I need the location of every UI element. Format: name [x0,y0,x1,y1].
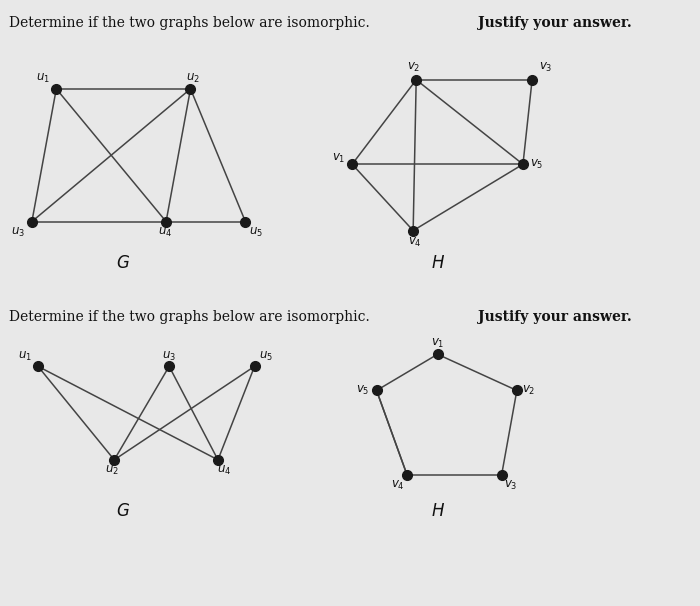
Text: Determine if the two graphs below are isomorphic.: Determine if the two graphs below are is… [8,16,374,30]
Text: Justify your answer.: Justify your answer. [478,16,632,30]
Text: $u_{2}$: $u_{2}$ [105,464,119,478]
Text: $G$: $G$ [116,255,130,272]
Text: $u_{4}$: $u_{4}$ [217,464,231,478]
Text: $u_{1}$: $u_{1}$ [18,350,32,363]
Text: $u_{5}$: $u_{5}$ [258,350,272,363]
Text: $v_{1}$: $v_{1}$ [430,337,444,350]
Text: $v_{1}$: $v_{1}$ [332,152,345,165]
Text: $v_{4}$: $v_{4}$ [391,479,405,492]
Text: $u_{1}$: $u_{1}$ [36,72,50,85]
Text: $H$: $H$ [430,502,444,519]
Text: $u_{5}$: $u_{5}$ [249,226,263,239]
Text: $v_{2}$: $v_{2}$ [522,384,536,397]
Text: $H$: $H$ [430,255,444,272]
Text: Justify your answer.: Justify your answer. [478,310,632,324]
Text: $v_{2}$: $v_{2}$ [407,61,421,75]
Text: $v_{4}$: $v_{4}$ [407,236,421,249]
Text: $u_{2}$: $u_{2}$ [186,72,200,85]
Text: $u_{4}$: $u_{4}$ [158,226,172,239]
Text: $u_{3}$: $u_{3}$ [162,350,176,363]
Text: $v_{5}$: $v_{5}$ [356,384,370,397]
Text: $v_{5}$: $v_{5}$ [530,158,543,171]
Text: $v_{3}$: $v_{3}$ [504,479,517,492]
Text: $G$: $G$ [116,502,130,519]
Text: Determine if the two graphs below are isomorphic.: Determine if the two graphs below are is… [8,310,374,324]
Text: $v_{3}$: $v_{3}$ [539,61,552,75]
Text: $u_{3}$: $u_{3}$ [11,226,25,239]
